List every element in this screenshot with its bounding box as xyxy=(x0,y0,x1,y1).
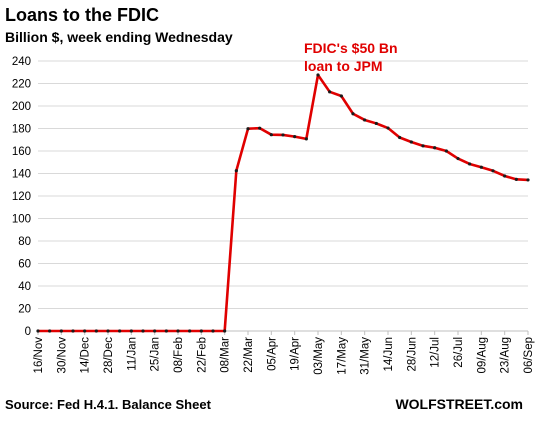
data-point xyxy=(433,146,437,150)
y-tick-label: 140 xyxy=(12,169,31,181)
data-point xyxy=(316,73,320,77)
data-point xyxy=(71,329,75,333)
x-tick-label: 11/Jan xyxy=(126,337,138,371)
data-point xyxy=(398,135,402,140)
x-tick-label: 14/Jun xyxy=(383,337,395,372)
data-point xyxy=(36,329,40,333)
series-line xyxy=(36,73,530,333)
y-tick-label: 200 xyxy=(12,101,31,113)
y-tick-label: 20 xyxy=(18,304,31,316)
data-point xyxy=(514,177,518,181)
data-point xyxy=(94,329,98,333)
data-point xyxy=(246,127,250,131)
data-point xyxy=(234,169,238,173)
y-axis-ticks: 0 20 40 60 80 100 120 140 160 180 200 220 240 xyxy=(12,56,31,338)
y-tick-label: 0 xyxy=(25,326,31,338)
series-layer xyxy=(36,73,530,333)
x-tick-label: 17/May xyxy=(336,337,348,375)
y-tick-label: 120 xyxy=(12,191,31,203)
data-point xyxy=(118,329,122,333)
data-point xyxy=(59,329,63,333)
x-tick-label: 19/Apr xyxy=(290,337,302,371)
annotation-text: FDIC's $50 Bn xyxy=(304,40,398,56)
x-tick-label: 08/Mar xyxy=(220,337,232,373)
data-point xyxy=(363,118,367,122)
data-point xyxy=(176,329,180,333)
y-tick-label: 60 xyxy=(18,259,31,271)
data-point xyxy=(258,126,262,130)
x-tick-label: 22/Mar xyxy=(243,337,255,373)
y-tick-label: 100 xyxy=(12,214,31,226)
annotation-text: loan to JPM xyxy=(304,58,383,74)
annotation-layer: FDIC's $50 Bn loan to JPM xyxy=(304,40,398,74)
y-tick-label: 180 xyxy=(12,124,31,136)
x-tick-label: 28/Jun xyxy=(406,337,418,372)
x-tick-label: 31/May xyxy=(360,337,372,375)
x-tick-label: 06/Sep xyxy=(523,337,535,373)
y-tick-label: 160 xyxy=(12,146,31,158)
data-point xyxy=(526,178,530,182)
data-point xyxy=(188,329,192,333)
data-point xyxy=(141,329,145,333)
wolfstreet-watermark: WOLFSTREET.com xyxy=(395,396,523,412)
data-point xyxy=(269,133,273,137)
y-tick-label: 80 xyxy=(18,236,31,248)
data-point xyxy=(503,174,507,178)
data-point xyxy=(129,329,133,333)
data-point xyxy=(456,156,460,161)
data-point xyxy=(444,149,448,153)
chart-title: Loans to the FDIC xyxy=(5,5,159,25)
x-tick-label: 22/Feb xyxy=(196,337,208,373)
x-tick-label: 03/May xyxy=(313,337,325,375)
grid-lines xyxy=(38,60,528,309)
data-point xyxy=(386,126,390,130)
data-point xyxy=(48,329,52,333)
data-point xyxy=(211,329,215,333)
x-tick-label: 09/Aug xyxy=(476,337,488,373)
x-axis-ticks: 16/Nov 30/Nov 14/Dec 28/Dec 11/Jan 25/Jan 08/F… xyxy=(33,331,535,375)
x-tick-label: 23/Aug xyxy=(500,337,512,373)
data-point xyxy=(328,90,332,94)
x-tick-label: 30/Nov xyxy=(56,337,68,374)
data-point xyxy=(491,169,495,173)
data-point xyxy=(339,94,343,98)
data-point xyxy=(293,135,297,139)
data-point xyxy=(409,140,413,144)
chart-subtitle: Billion $, week ending Wednesday xyxy=(5,29,233,45)
data-point xyxy=(164,329,168,333)
x-tick-label: 05/Apr xyxy=(266,337,278,371)
data-point xyxy=(479,165,483,169)
data-point xyxy=(374,121,378,126)
data-point xyxy=(83,329,87,333)
x-tick-label: 14/Dec xyxy=(80,337,92,374)
data-point xyxy=(106,329,110,333)
data-point xyxy=(468,162,472,166)
x-tick-label: 12/Jul xyxy=(430,337,442,368)
data-point xyxy=(199,329,203,333)
x-tick-label: 26/Jul xyxy=(453,337,465,368)
x-tick-label: 28/Dec xyxy=(103,337,115,374)
data-point xyxy=(304,137,308,141)
x-tick-label: 16/Nov xyxy=(33,337,45,374)
source-note: Source: Fed H.4.1. Balance Sheet xyxy=(5,397,212,412)
y-tick-label: 40 xyxy=(18,281,31,293)
y-tick-label: 240 xyxy=(12,56,31,68)
data-point xyxy=(281,133,285,137)
data-point xyxy=(421,144,425,148)
data-point xyxy=(223,329,227,333)
x-tick-label: 25/Jan xyxy=(150,337,162,372)
data-point xyxy=(153,329,157,333)
y-tick-label: 220 xyxy=(12,79,31,91)
data-point xyxy=(351,112,355,116)
x-tick-label: 08/Feb xyxy=(173,337,185,373)
